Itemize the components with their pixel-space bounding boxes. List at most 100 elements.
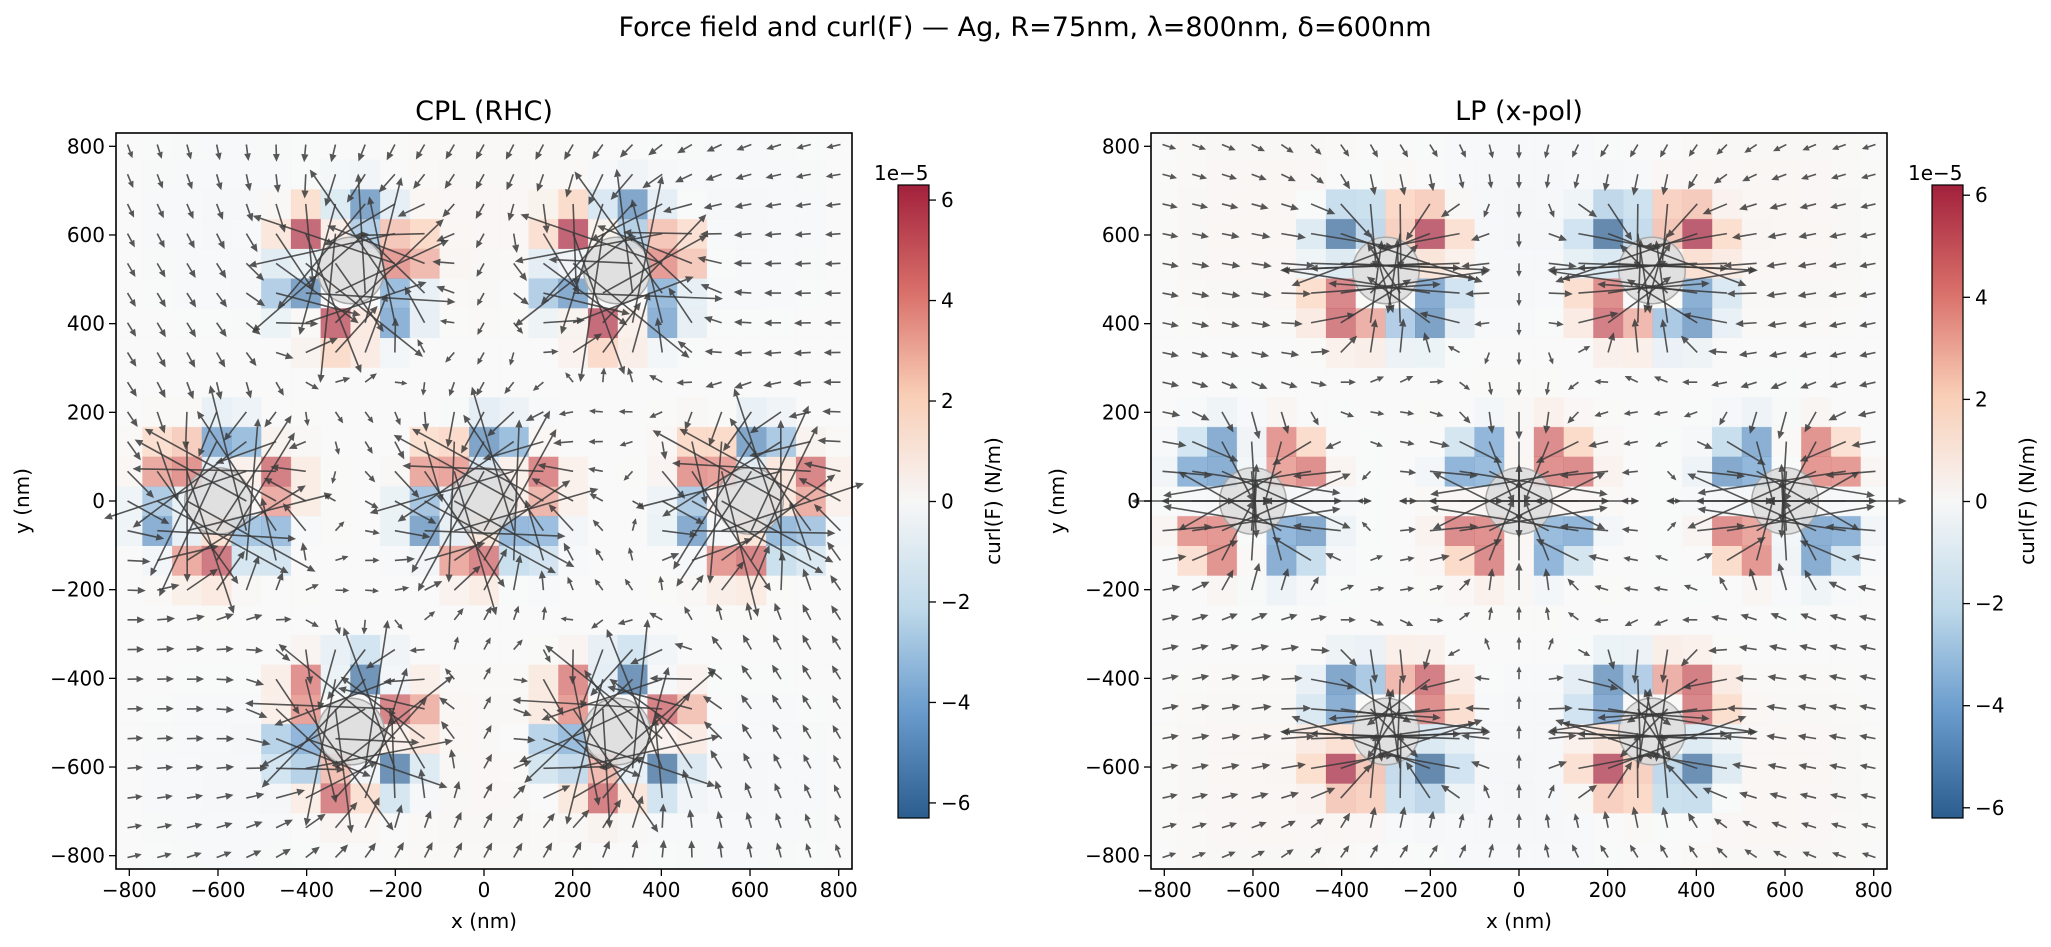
heatmap-cell [469,575,500,606]
heatmap-cell [558,456,589,487]
heatmap-cell [1652,842,1683,870]
heatmap-cell [528,812,559,844]
force-arrow [654,317,664,353]
heatmap-cell [1415,337,1446,368]
force-arrow [602,234,708,294]
force-arrow [741,664,753,680]
heatmap-cell [1741,604,1772,636]
force-arrow [157,645,175,653]
force-arrow [126,144,134,159]
force-arrow [1162,763,1179,770]
force-arrow [1221,291,1241,299]
force-arrow [1192,261,1210,269]
heatmap-cell [1563,604,1594,636]
force-arrow [157,823,173,830]
force-arrow [394,804,403,828]
force-arrow [358,144,366,162]
force-arrow [652,430,782,502]
heatmap-cell [1151,842,1178,870]
force-arrow [1192,673,1210,681]
heatmap-cell [1474,723,1505,754]
heatmap-cell [617,337,648,368]
heatmap-cell [1652,545,1683,576]
force-arrow [1251,320,1271,328]
force-arrow [750,545,770,591]
heatmap-cell [1801,842,1832,870]
x-tick-label: −800 [1137,878,1192,902]
heatmap-cell [1444,664,1475,695]
force-arrow [723,411,753,452]
heatmap-cell [1563,456,1594,487]
force-arrow [453,565,481,591]
force-arrow [771,694,782,710]
force-arrow [1251,381,1268,390]
force-arrow [159,470,218,597]
force-arrow [304,411,310,427]
force-arrow [278,644,396,740]
heatmap-cell [1771,634,1802,665]
force-arrow [439,318,455,325]
heatmap-cell [795,575,827,606]
heatmap-cell [469,133,500,160]
force-arrow [772,664,782,680]
heatmap-cell [1771,248,1802,279]
heatmap-cell [1771,842,1802,870]
force-arrow [687,809,695,828]
heatmap-cell [617,604,648,636]
force-arrow [369,470,514,515]
force-arrow [543,785,571,799]
force-arrow [156,500,289,574]
heatmap-cell [1444,783,1475,814]
y-tick-label: −400 [1085,666,1140,690]
force-arrow [648,143,663,156]
force-arrow [631,839,639,858]
force-arrow [535,144,545,161]
force-arrow [512,605,520,621]
force-arrow [1221,822,1238,829]
force-arrow [774,782,782,799]
force-arrow [572,333,603,354]
heatmap-cell [1652,307,1683,339]
force-arrow [364,293,388,353]
heatmap-cell [1236,842,1267,870]
force-arrow [470,386,515,531]
force-arrow [334,411,344,424]
force-arrow [1162,351,1179,358]
colorbar-tick-label: −6 [1975,796,2004,820]
heatmap-cell [1415,753,1446,784]
force-arrow [132,440,247,528]
force-arrow [743,752,753,769]
heatmap-cell [825,753,853,784]
force-arrow [1221,202,1239,210]
force-arrow [208,385,248,531]
heatmap-cell [1771,307,1802,339]
force-arrow [483,667,491,680]
heatmap-cell [1712,842,1743,870]
force-arrow [627,547,634,561]
heatmap-cell [1296,515,1327,546]
force-arrow [417,470,485,592]
force-arrow [805,843,812,858]
force-arrow [186,203,194,220]
force-arrow [619,143,634,158]
force-arrow [424,581,443,591]
heatmap-cell [261,426,292,457]
colorbar-tick-label: 6 [941,188,954,212]
force-arrow [824,319,841,327]
heatmap-cell [587,133,619,160]
force-arrow [156,470,239,585]
force-arrow [157,852,172,859]
force-arrow [1281,350,1300,358]
force-arrow [830,574,842,591]
heatmap-cell [261,842,292,870]
force-arrow [572,841,582,858]
x-tick-label: −400 [1314,878,1369,902]
force-arrow [282,503,307,532]
heatmap-cell [498,426,529,457]
y-axis-label: y (nm) [10,468,34,534]
heatmap-cell [1296,456,1327,487]
force-arrow [745,811,753,828]
heatmap-cell [706,248,737,279]
heatmap-cell [1682,218,1713,249]
force-arrow [659,803,667,828]
